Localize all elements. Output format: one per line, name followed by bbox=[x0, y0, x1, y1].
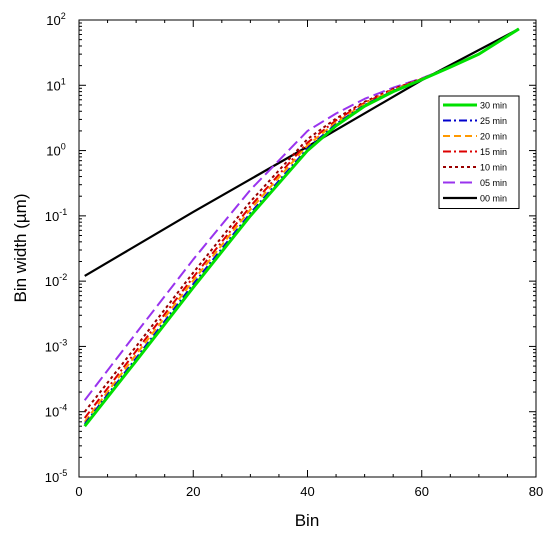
legend-label: 00 min bbox=[480, 194, 507, 204]
legend-box bbox=[438, 95, 520, 209]
series-line-30-min bbox=[83, 27, 520, 428]
x-tick-label: 60 bbox=[415, 484, 429, 499]
x-tick-label: 20 bbox=[186, 484, 200, 499]
y-tick-label: 10-3 bbox=[45, 337, 67, 354]
x-tick-label: 40 bbox=[300, 484, 314, 499]
legend-label: 20 min bbox=[480, 132, 507, 142]
y-axis-title: Bin width (µm) bbox=[11, 194, 30, 303]
legend-label: 15 min bbox=[480, 147, 507, 157]
legend: 30 min 25 min 20 min 15 min 10 min 05 min 00 m… bbox=[438, 95, 520, 209]
legend-label: 25 min bbox=[480, 116, 507, 126]
plot-frame bbox=[78, 19, 537, 478]
y-tick-label: 100 bbox=[46, 142, 65, 159]
legend-label: 10 min bbox=[480, 163, 507, 173]
x-tick-label: 80 bbox=[529, 484, 543, 499]
series-line-25-min bbox=[83, 28, 520, 425]
x-axis-title: Bin bbox=[295, 511, 320, 530]
y-tick-label: 10-4 bbox=[45, 403, 67, 420]
series-line-10-min bbox=[83, 28, 520, 413]
series-line-15-min bbox=[83, 28, 520, 419]
y-tick-label: 101 bbox=[46, 76, 65, 93]
legend-label: 30 min bbox=[480, 101, 507, 111]
y-tick-label: 102 bbox=[46, 11, 65, 28]
series-lines bbox=[83, 27, 520, 428]
axis-ticks: 0 20 40 60 80 10-5 10-4 10-3 10-2 10-1 100 101 102 bbox=[45, 11, 543, 499]
y-tick-label: 10-2 bbox=[45, 272, 67, 289]
x-tick-label: 0 bbox=[75, 484, 82, 499]
y-tick-label: 10-1 bbox=[45, 207, 67, 224]
legend-label: 05 min bbox=[480, 178, 507, 188]
series-line-20-min bbox=[83, 28, 520, 423]
y-tick-label: 10-5 bbox=[45, 468, 67, 485]
